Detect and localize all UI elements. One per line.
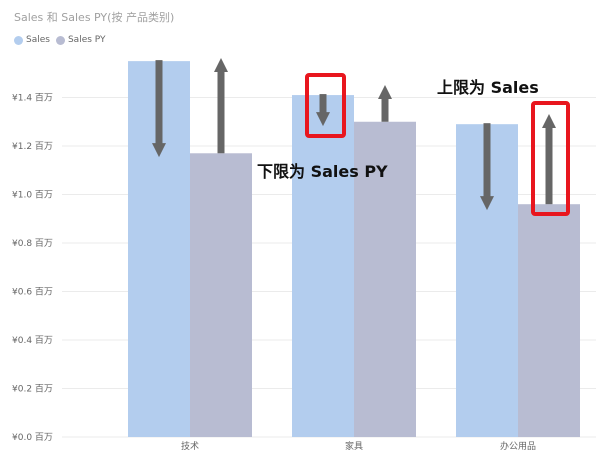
y-tick-label: ¥0.2 百万	[12, 384, 53, 395]
down-arrow-head	[152, 143, 166, 158]
legend-label-sales-py: Sales PY	[67, 35, 106, 45]
bar-sales[interactable]	[292, 95, 354, 437]
up-arrow-shaft	[381, 98, 389, 122]
x-tick-label: 办公用品	[500, 440, 536, 452]
y-tick-label: ¥1.4 百万	[12, 93, 53, 104]
x-tick-label: 家具	[345, 440, 363, 452]
up-arrow-shaft	[217, 71, 225, 154]
down-arrow-shaft	[483, 123, 491, 198]
legend: Sales Sales PY	[14, 35, 112, 45]
y-tick-label: ¥0.4 百万	[12, 335, 53, 346]
down-arrow-head	[480, 196, 494, 211]
y-tick-label: ¥0.6 百万	[12, 287, 53, 298]
down-arrow-shaft	[155, 60, 163, 145]
legend-label-sales: Sales	[26, 35, 50, 45]
up-arrow-head	[214, 58, 228, 72]
y-tick-label: ¥0.0 百万	[12, 432, 53, 443]
annotation-upper-limit: 上限为 Sales	[437, 78, 539, 97]
up-arrow-head	[542, 114, 556, 128]
x-tick-label: 技术	[181, 440, 199, 452]
bar-sales-py[interactable]	[518, 204, 580, 437]
annotation-lower-limit: 下限为 Sales PY	[257, 162, 388, 181]
highlight-box-upper	[531, 101, 570, 216]
down-arrow-shaft	[319, 94, 327, 114]
y-tick-label: ¥1.0 百万	[12, 190, 53, 201]
legend-item-sales-py[interactable]: Sales PY	[55, 35, 106, 45]
chart-title: Sales 和 Sales PY(按 产品类别)	[14, 11, 175, 24]
highlight-box-lower	[305, 73, 346, 138]
up-arrow-shaft	[545, 127, 553, 205]
bar-sales-py[interactable]	[354, 121, 416, 437]
down-arrow-head	[316, 112, 330, 127]
y-tick-label: ¥0.8 百万	[12, 238, 53, 249]
legend-swatch-sales-py	[55, 35, 65, 45]
up-arrow-head	[378, 85, 392, 99]
legend-item-sales[interactable]: Sales	[14, 35, 50, 45]
legend-swatch-sales	[14, 35, 23, 45]
bar-sales-py[interactable]	[190, 153, 252, 437]
y-tick-label: ¥1.2 百万	[12, 141, 53, 152]
